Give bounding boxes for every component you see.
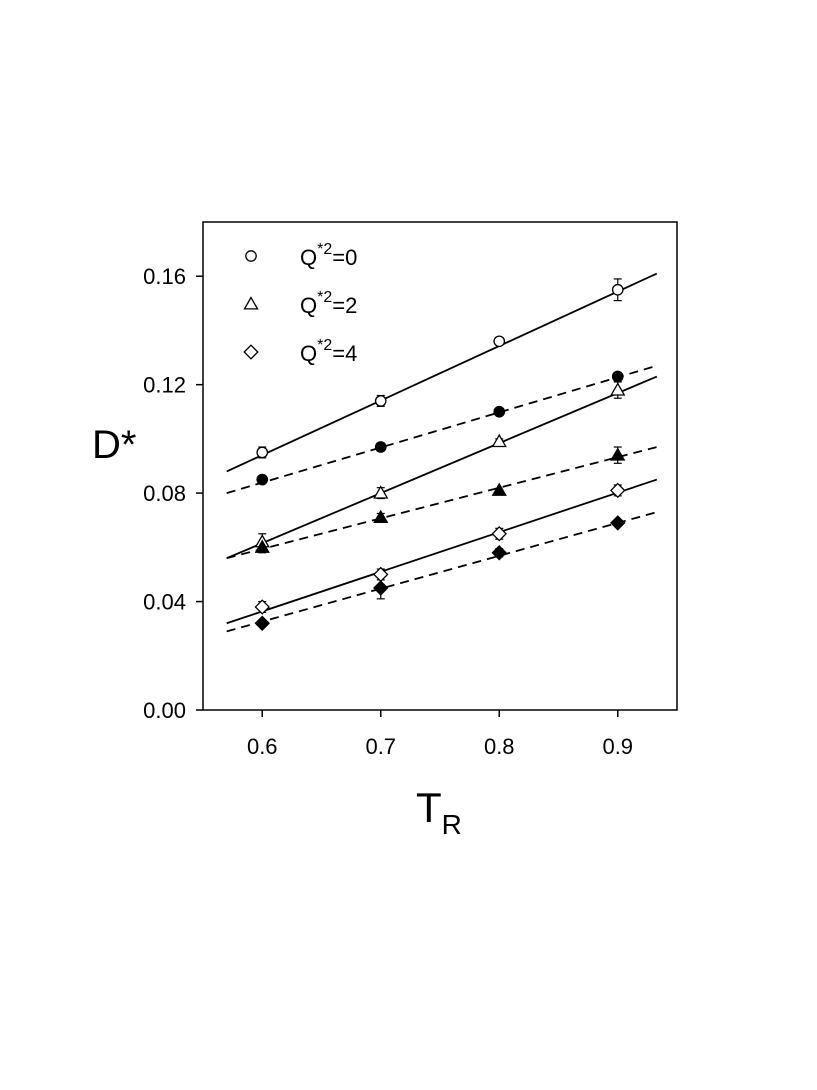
data-point-series-6 <box>610 515 626 531</box>
y-tick-label: 0.16 <box>143 264 186 289</box>
legend-label-main: Q <box>300 341 317 366</box>
legend-label-tail: =4 <box>332 341 357 366</box>
legend-marker <box>243 296 259 310</box>
data-point-series-3 <box>373 485 389 499</box>
x-tick-label: 0.6 <box>247 734 278 759</box>
data-point-series-4 <box>491 482 507 496</box>
data-point-series-2 <box>374 441 387 453</box>
x-tick-label: 0.7 <box>365 734 396 759</box>
x-axis-label-subscript: R <box>442 809 462 840</box>
data-point-series-6 <box>254 615 270 631</box>
y-tick-label: 0.08 <box>143 481 186 506</box>
legend-label-main: Q <box>300 293 317 318</box>
data-point-series-1 <box>493 335 506 348</box>
data-point-series-1 <box>374 395 387 407</box>
legend-label-superscript: *2 <box>317 337 332 354</box>
x-axis-ticks: 0.6 0.7 0.8 0.9 <box>247 710 633 759</box>
plot-frame <box>202 221 678 711</box>
y-tick-label: 0.04 <box>143 590 186 615</box>
y-tick-label: 0.00 <box>143 698 186 723</box>
y-axis-label: D* <box>92 423 136 467</box>
data-point-series-5 <box>610 482 626 499</box>
y-axis-ticks: 0.00 0.04 0.08 0.12 0.16 <box>143 264 203 723</box>
data-point-series-5 <box>254 599 270 615</box>
data-point-series-2 <box>611 370 624 383</box>
data-point-series-6 <box>373 580 389 596</box>
data-point-series-3 <box>610 382 626 396</box>
legend-label-superscript: *2 <box>317 289 332 306</box>
data-point-series-2 <box>493 405 506 418</box>
x-tick-label: 0.8 <box>484 734 515 759</box>
legend-label-tail: =2 <box>332 293 357 318</box>
fit-lines <box>226 272 658 633</box>
fit-line-series-4 <box>226 446 658 560</box>
data-points <box>254 283 626 631</box>
data-point-series-4 <box>373 509 389 524</box>
data-point-series-3 <box>491 433 507 448</box>
x-tick-label: 0.9 <box>602 734 633 759</box>
legend-label-superscript: *2 <box>317 241 332 258</box>
fit-line-series-1 <box>226 272 658 473</box>
legend: Q*2=0Q*2=2Q*2=4 <box>243 241 357 366</box>
y-tick-label: 0.12 <box>143 373 186 398</box>
data-point-series-2 <box>256 473 269 486</box>
legend-marker <box>243 344 259 360</box>
x-axis-label: TR <box>416 784 462 840</box>
legend-label: Q*2=4 <box>300 337 357 366</box>
data-point-series-5 <box>491 526 507 542</box>
data-point-series-4 <box>254 539 270 553</box>
fit-line-series-3 <box>226 375 658 560</box>
x-axis-label-main: T <box>416 784 442 831</box>
legend-label-main: Q <box>300 245 317 270</box>
data-point-series-1 <box>256 446 269 459</box>
fit-line-series-5 <box>226 478 658 625</box>
legend-label-tail: =0 <box>332 245 357 270</box>
data-point-series-6 <box>491 545 507 561</box>
legend-marker <box>245 250 257 262</box>
legend-label: Q*2=2 <box>300 289 357 318</box>
error-bars <box>258 278 622 614</box>
legend-label: Q*2=0 <box>300 241 357 270</box>
fit-line-series-2 <box>226 364 658 494</box>
data-point-series-4 <box>610 447 626 461</box>
data-point-series-1 <box>611 283 624 296</box>
